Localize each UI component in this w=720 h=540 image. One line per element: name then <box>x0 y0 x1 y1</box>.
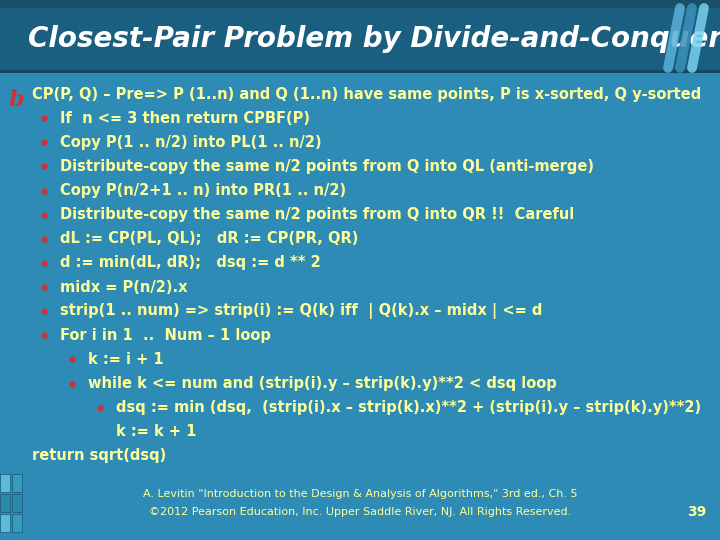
Text: while k <= num and (strip(i).y – strip(k).y)**2 < dsq loop: while k <= num and (strip(i).y – strip(k… <box>88 376 557 391</box>
Text: b: b <box>8 89 24 111</box>
Text: ©2012 Pearson Education, Inc. Upper Saddle River, NJ. All Rights Reserved.: ©2012 Pearson Education, Inc. Upper Sadd… <box>149 507 571 517</box>
Text: 39: 39 <box>687 505 706 519</box>
Bar <box>0 514 10 532</box>
Text: Distribute-copy the same n/2 points from Q into QL (anti-merge): Distribute-copy the same n/2 points from… <box>60 159 594 174</box>
Bar <box>0 8 720 70</box>
Text: Distribute-copy the same n/2 points from Q into QR !!  Careful: Distribute-copy the same n/2 points from… <box>60 207 575 222</box>
Bar <box>12 514 22 532</box>
Text: For i in 1  ..  Num – 1 loop: For i in 1 .. Num – 1 loop <box>60 328 271 343</box>
Text: A. Levitin "Introduction to the Design & Analysis of Algorithms," 3rd ed., Ch. 5: A. Levitin "Introduction to the Design &… <box>143 489 577 499</box>
Text: If  n <= 3 then return CPBF(P): If n <= 3 then return CPBF(P) <box>60 111 310 126</box>
Bar <box>0 73 720 540</box>
Text: k := k + 1: k := k + 1 <box>116 424 197 440</box>
Text: d := min(dL, dR);   dsq := d ** 2: d := min(dL, dR); dsq := d ** 2 <box>60 255 320 271</box>
Bar <box>0 0 720 8</box>
Bar <box>0 494 10 512</box>
Text: dL := CP(PL, QL);   dR := CP(PR, QR): dL := CP(PL, QL); dR := CP(PR, QR) <box>60 231 359 246</box>
Text: return sqrt(dsq): return sqrt(dsq) <box>32 448 166 463</box>
Text: midx = P(n/2).x: midx = P(n/2).x <box>60 280 187 294</box>
Text: CP(P, Q) – Pre=> P (1..n) and Q (1..n) have same points, P is x-sorted, Q y-sort: CP(P, Q) – Pre=> P (1..n) and Q (1..n) h… <box>32 86 701 102</box>
Bar <box>0 70 720 73</box>
Text: dsq := min (dsq,  (strip(i).x – strip(k).x)**2 + (strip(i).y – strip(k).y)**2): dsq := min (dsq, (strip(i).x – strip(k).… <box>116 400 701 415</box>
Text: Closest-Pair Problem by Divide-and-Conquer: Closest-Pair Problem by Divide-and-Conqu… <box>28 25 720 53</box>
Text: k := i + 1: k := i + 1 <box>88 352 163 367</box>
Text: strip(1 .. num) => strip(i) := Q(k) iff  | Q(k).x – midx | <= d: strip(1 .. num) => strip(i) := Q(k) iff … <box>60 303 542 319</box>
Text: Copy P(1 .. n/2) into PL(1 .. n/2): Copy P(1 .. n/2) into PL(1 .. n/2) <box>60 135 322 150</box>
Bar <box>0 474 10 492</box>
Bar <box>12 494 22 512</box>
Bar <box>12 474 22 492</box>
Text: Copy P(n/2+1 .. n) into PR(1 .. n/2): Copy P(n/2+1 .. n) into PR(1 .. n/2) <box>60 183 346 198</box>
